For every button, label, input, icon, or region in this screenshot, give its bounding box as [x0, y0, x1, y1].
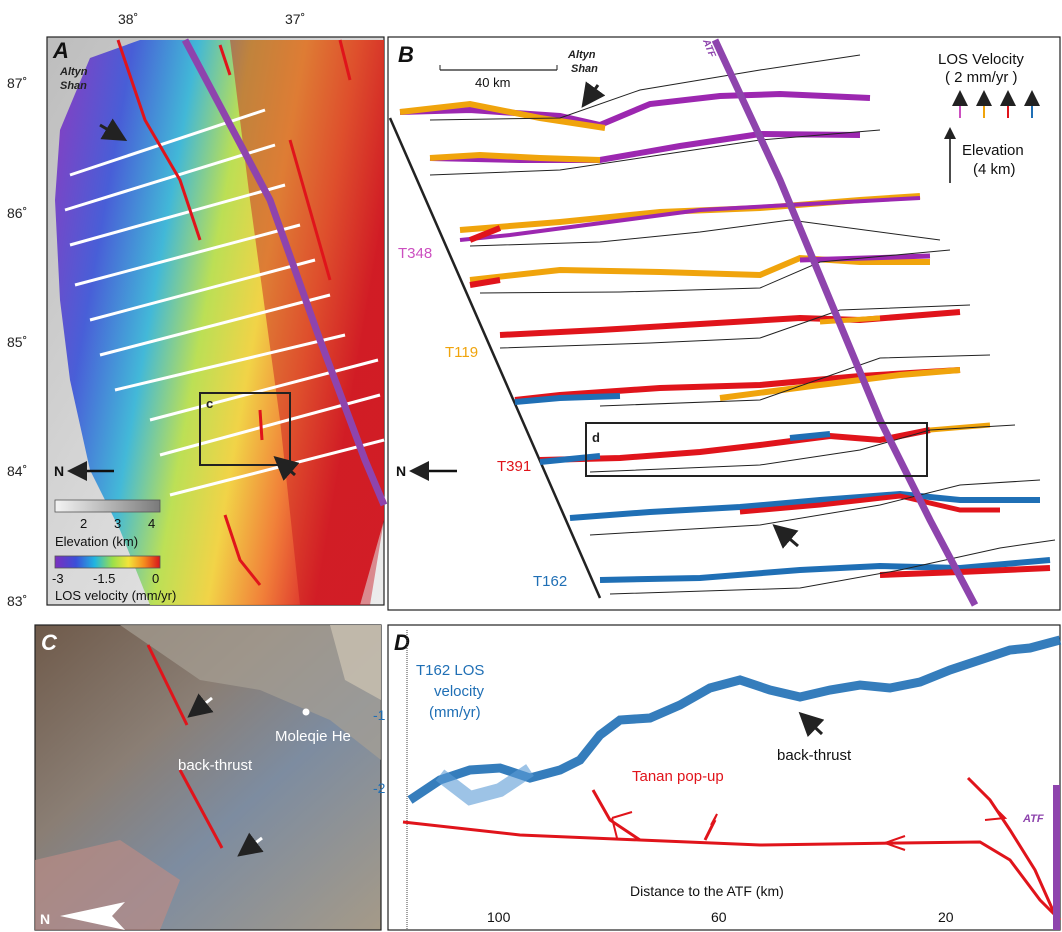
elev-tick-3: 3 [114, 516, 121, 531]
d-slip-arrow-3 [884, 835, 906, 851]
velocity-profiles [399, 54, 1056, 595]
north-label-b: N [396, 463, 406, 479]
alluvial-fan-upper [120, 625, 381, 760]
d-title-2: velocity [434, 683, 485, 700]
atf-fault-line [181, 38, 388, 507]
profile-lines [64, 108, 385, 497]
elev-scale-label-1: Elevation [962, 142, 1024, 159]
inset-label-c: c [206, 396, 213, 411]
hills-lower [35, 840, 180, 930]
elev-scale-label-2: (4 km) [973, 161, 1016, 178]
vel-tick-0: 0 [152, 571, 159, 586]
b-place-shan: Shan [571, 63, 598, 75]
panel-letter-a: A [52, 38, 69, 63]
d-xtick-100: 100 [487, 909, 511, 925]
d-slip-arrow-4 [984, 807, 1008, 821]
track-label-t119: T119 [445, 344, 478, 361]
d-ytick-1: -1 [373, 707, 386, 723]
inset-label-d: d [592, 430, 600, 445]
d-title-3: (mm/yr) [429, 704, 481, 721]
legend-title-1: LOS Velocity [938, 51, 1024, 68]
north-arrow-c [60, 902, 125, 930]
d-profile-scatter [435, 764, 534, 806]
top-tick-37: 37˚ [285, 11, 305, 27]
track-label-t348: T348 [398, 245, 432, 262]
b-arrow-altyn [581, 81, 606, 108]
left-tick-84: 84˚ [7, 463, 27, 479]
c-arrow-2 [237, 832, 264, 857]
scale-label: 40 km [475, 75, 510, 90]
vel-title: LOS velocity (mm/yr) [55, 588, 176, 603]
d-xtick-60: 60 [711, 909, 727, 925]
d-title-1: T162 LOS [416, 662, 484, 679]
top-tick-38: 38˚ [118, 11, 138, 27]
inset-box-c [199, 392, 291, 466]
elev-tick-4: 4 [148, 516, 155, 531]
left-tick-83: 83˚ [7, 593, 27, 609]
left-tick-85: 85˚ [7, 334, 27, 350]
panel-d: D -1 -2 T162 LOS velocity (mm/yr) back-t… [373, 624, 1062, 931]
place-shan: Shan [60, 80, 87, 92]
panel-letter-b: B [398, 42, 414, 67]
c-arrow-1 [187, 693, 214, 718]
d-xtick-20: 20 [938, 909, 954, 925]
elev-title: Elevation (km) [55, 534, 138, 549]
track-label-t162: T162 [533, 573, 567, 590]
place-altyn: Altyn [59, 66, 88, 78]
c-label-backthrust: back-thrust [178, 757, 253, 774]
d-slip-arrow-2 [705, 813, 718, 839]
elev-tick-2: 2 [80, 516, 87, 531]
panel-c: Moleqie He back-thrust C N [34, 624, 382, 931]
hills-upper [330, 625, 381, 700]
left-tick-86: 86˚ [7, 205, 27, 221]
track-baseline [388, 117, 602, 599]
d-x-title: Distance to the ATF (km) [630, 883, 784, 899]
b-arrow-backthrust [772, 524, 799, 549]
d-atf-label: ATF [1022, 813, 1044, 825]
fault-traces [116, 39, 352, 586]
d-slip-arrow-1 [611, 811, 633, 839]
vel-tick-neg15: -1.5 [93, 571, 115, 586]
red-strip [230, 40, 384, 605]
d-arrow-backthrust [798, 711, 825, 738]
legend-title-2: ( 2 mm/yr ) [945, 69, 1018, 86]
b-atf-line [711, 38, 979, 607]
track-label-t391: T391 [497, 458, 531, 475]
d-atf-bar [1053, 785, 1060, 930]
panel-d-frame [387, 624, 1061, 931]
inset-box-d [585, 422, 928, 477]
d-label-popup: Tanan pop-up [632, 768, 724, 785]
velocity-colorbar [54, 555, 161, 569]
left-tick-87: 87˚ [7, 75, 27, 91]
panel-letter-d: D [394, 630, 410, 655]
arrow-altyn [99, 118, 128, 142]
d-ytick-2: -2 [373, 780, 386, 796]
d-label-backthrust: back-thrust [777, 747, 852, 764]
north-label-a: N [54, 463, 64, 479]
river-marker [302, 708, 310, 716]
panel-a: c Altyn Shan A 38˚ 37˚ 87˚ 86˚ 85˚ 84˚ 8… [7, 11, 388, 609]
elevation-colorbar [54, 499, 161, 513]
north-label-c: N [40, 911, 50, 927]
c-fault-traces [146, 644, 224, 849]
arrow-a-inset [273, 456, 300, 481]
vel-tick-neg3: -3 [52, 571, 64, 586]
panel-b: B 40 km Altyn Shan [387, 36, 1061, 611]
panel-letter-c: C [41, 630, 58, 655]
label-moleqie: Moleqie He [275, 728, 351, 745]
b-place-altyn: Altyn [567, 49, 596, 61]
